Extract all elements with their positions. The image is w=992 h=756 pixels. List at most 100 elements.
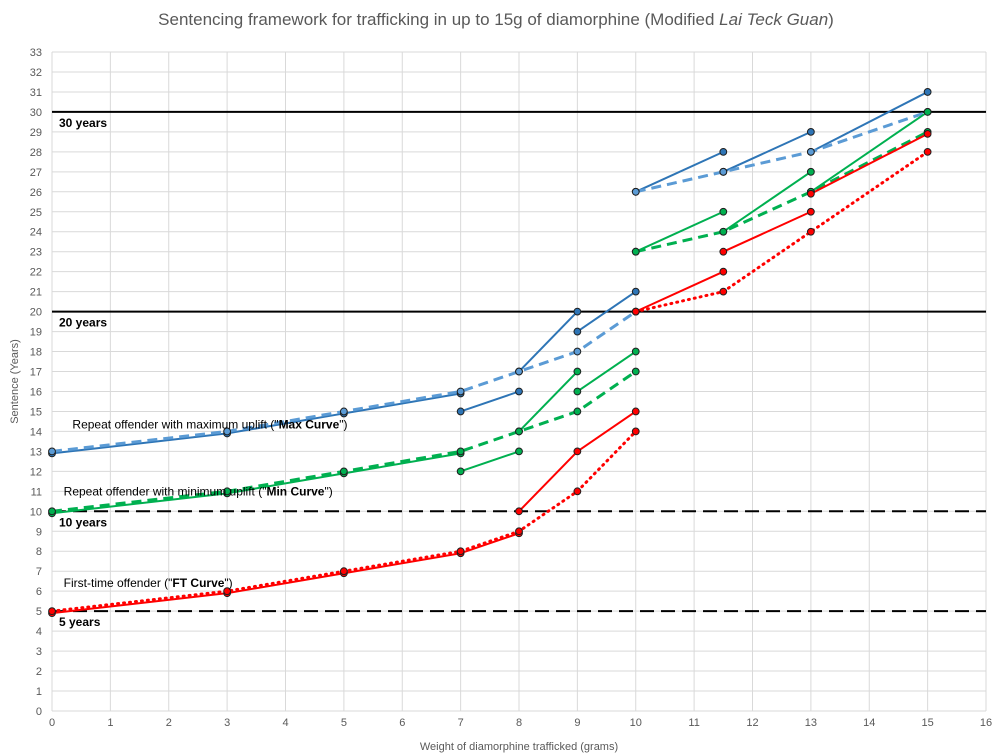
data-point-ft: [923, 129, 932, 138]
y-tick-label: 7: [36, 566, 42, 578]
data-point-min: [339, 467, 348, 476]
tick-labels: 0 1 2 3 4 5 6 7 8 9 10 11 12 13 14 15 160123456789101112…: [30, 47, 992, 729]
series-line-max-solid: [460, 390, 520, 413]
data-point-ft: [719, 267, 728, 276]
data-point-ft: [456, 547, 465, 556]
y-tick-label: 14: [30, 426, 42, 438]
series-line-max-solid: [51, 392, 461, 455]
data-point-min: [631, 347, 640, 356]
data-point-max: [806, 147, 815, 156]
y-tick-label: 13: [30, 446, 42, 458]
data-point-min: [719, 227, 728, 236]
series: [50, 91, 930, 615]
series-line-ft-solid: [810, 132, 929, 195]
data-point-ft: [631, 427, 640, 436]
series-line-ft-solid: [722, 210, 812, 253]
y-tick-label: 25: [30, 207, 42, 219]
reference-label: 30 years: [59, 116, 107, 130]
y-tick-label: 21: [30, 287, 42, 299]
y-tick-label: 18: [30, 347, 42, 359]
curve-annotation: Repeat offender with minimum uplift ("Mi…: [64, 484, 333, 498]
data-point-max: [631, 187, 640, 196]
y-tick-label: 6: [36, 586, 42, 598]
data-point-min: [923, 108, 932, 116]
y-tick-label: 10: [30, 506, 42, 518]
x-tick-label: 15: [922, 717, 934, 729]
reference-label: 10 years: [59, 515, 107, 529]
y-tick-label: 20: [30, 307, 42, 319]
y-tick-label: 23: [30, 247, 42, 259]
data-point-min: [631, 367, 640, 376]
curve-annotation: Repeat offender with maximum uplift ("Ma…: [72, 417, 347, 431]
x-tick-label: 8: [516, 717, 522, 729]
data-point-min: [573, 367, 582, 376]
series-line-ft-dotted: [634, 150, 930, 314]
x-tick-label: 0: [49, 717, 55, 729]
data-point-ft: [515, 507, 523, 516]
x-tick-label: 13: [805, 717, 817, 729]
series-line-min-dashed: [635, 130, 929, 254]
data-point-ft: [515, 527, 523, 536]
data-point-min: [223, 487, 232, 496]
data-point-ft: [339, 567, 348, 576]
data-point-min: [631, 247, 640, 256]
x-tick-label: 4: [282, 717, 288, 729]
y-tick-label: 8: [36, 546, 42, 558]
y-axis-title: Sentence (Years): [9, 339, 21, 424]
series-line-max-solid: [576, 290, 637, 333]
x-tick-label: 16: [980, 717, 992, 729]
data-point-ft: [806, 189, 815, 198]
data-point-ft: [631, 407, 640, 416]
data-point-max: [515, 367, 523, 376]
x-tick-label: 6: [399, 717, 405, 729]
data-point-max: [806, 127, 815, 136]
y-tick-label: 22: [30, 267, 42, 279]
reference-label: 20 years: [59, 316, 107, 330]
y-tick-label: 9: [36, 526, 42, 538]
data-point-max: [573, 327, 582, 336]
data-point-ft: [806, 207, 815, 216]
y-tick-label: 30: [30, 107, 42, 119]
series-line-max-solid: [722, 130, 812, 173]
data-point-max: [719, 167, 728, 176]
x-tick-label: 12: [746, 717, 758, 729]
data-point-max: [223, 427, 232, 436]
data-point-ft: [631, 307, 640, 316]
data-point-ft: [573, 447, 582, 456]
data-point-min: [456, 467, 465, 476]
y-tick-label: 19: [30, 327, 42, 339]
data-point-min: [48, 507, 56, 516]
series-line-min-solid: [576, 350, 637, 393]
y-tick-label: 28: [30, 147, 42, 159]
data-point-max: [631, 287, 640, 296]
curve-annotation: First-time offender ("FT Curve"): [64, 576, 233, 590]
data-point-max: [719, 147, 728, 156]
data-point-ft: [719, 287, 728, 296]
data-point-max: [456, 407, 465, 416]
x-tick-label: 5: [341, 717, 347, 729]
chart-title-italic: Lai Teck Guan: [719, 10, 829, 29]
y-tick-label: 11: [31, 486, 42, 498]
y-tick-label: 27: [30, 167, 42, 179]
series-line-max-dashed: [635, 110, 929, 194]
data-point-max: [48, 447, 56, 456]
series-line-min-solid: [722, 170, 812, 233]
data-point-min: [515, 427, 523, 436]
series-line-min-solid: [460, 450, 520, 473]
grid: [51, 51, 987, 712]
y-tick-label: 33: [30, 47, 42, 59]
series-line-max-solid: [518, 310, 579, 373]
data-point-min: [515, 447, 523, 456]
x-tick-label: 2: [166, 717, 172, 729]
data-point-max: [923, 88, 932, 96]
data-point-ft: [573, 487, 582, 496]
y-tick-label: 2: [36, 666, 42, 678]
data-point-min: [806, 167, 815, 176]
data-point-ft: [223, 587, 232, 596]
x-tick-label: 11: [688, 717, 699, 729]
data-point-ft: [923, 147, 932, 156]
y-tick-label: 1: [36, 686, 42, 698]
series-line-min-solid: [51, 452, 461, 515]
y-tick-label: 26: [30, 187, 42, 199]
